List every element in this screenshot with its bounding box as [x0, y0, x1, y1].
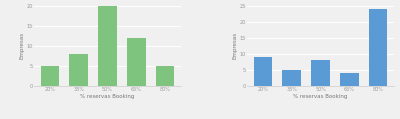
- X-axis label: % reservas Booking: % reservas Booking: [293, 94, 348, 99]
- Bar: [127, 38, 146, 86]
- Bar: [156, 66, 174, 86]
- Bar: [311, 60, 330, 86]
- Bar: [282, 70, 301, 86]
- Bar: [254, 57, 272, 86]
- Y-axis label: Empresas: Empresas: [233, 32, 238, 59]
- Bar: [41, 66, 59, 86]
- Bar: [98, 6, 117, 86]
- Y-axis label: Empresas: Empresas: [20, 32, 24, 59]
- Bar: [70, 54, 88, 86]
- Bar: [340, 73, 358, 86]
- Bar: [369, 9, 387, 86]
- X-axis label: % reservas Booking: % reservas Booking: [80, 94, 135, 99]
